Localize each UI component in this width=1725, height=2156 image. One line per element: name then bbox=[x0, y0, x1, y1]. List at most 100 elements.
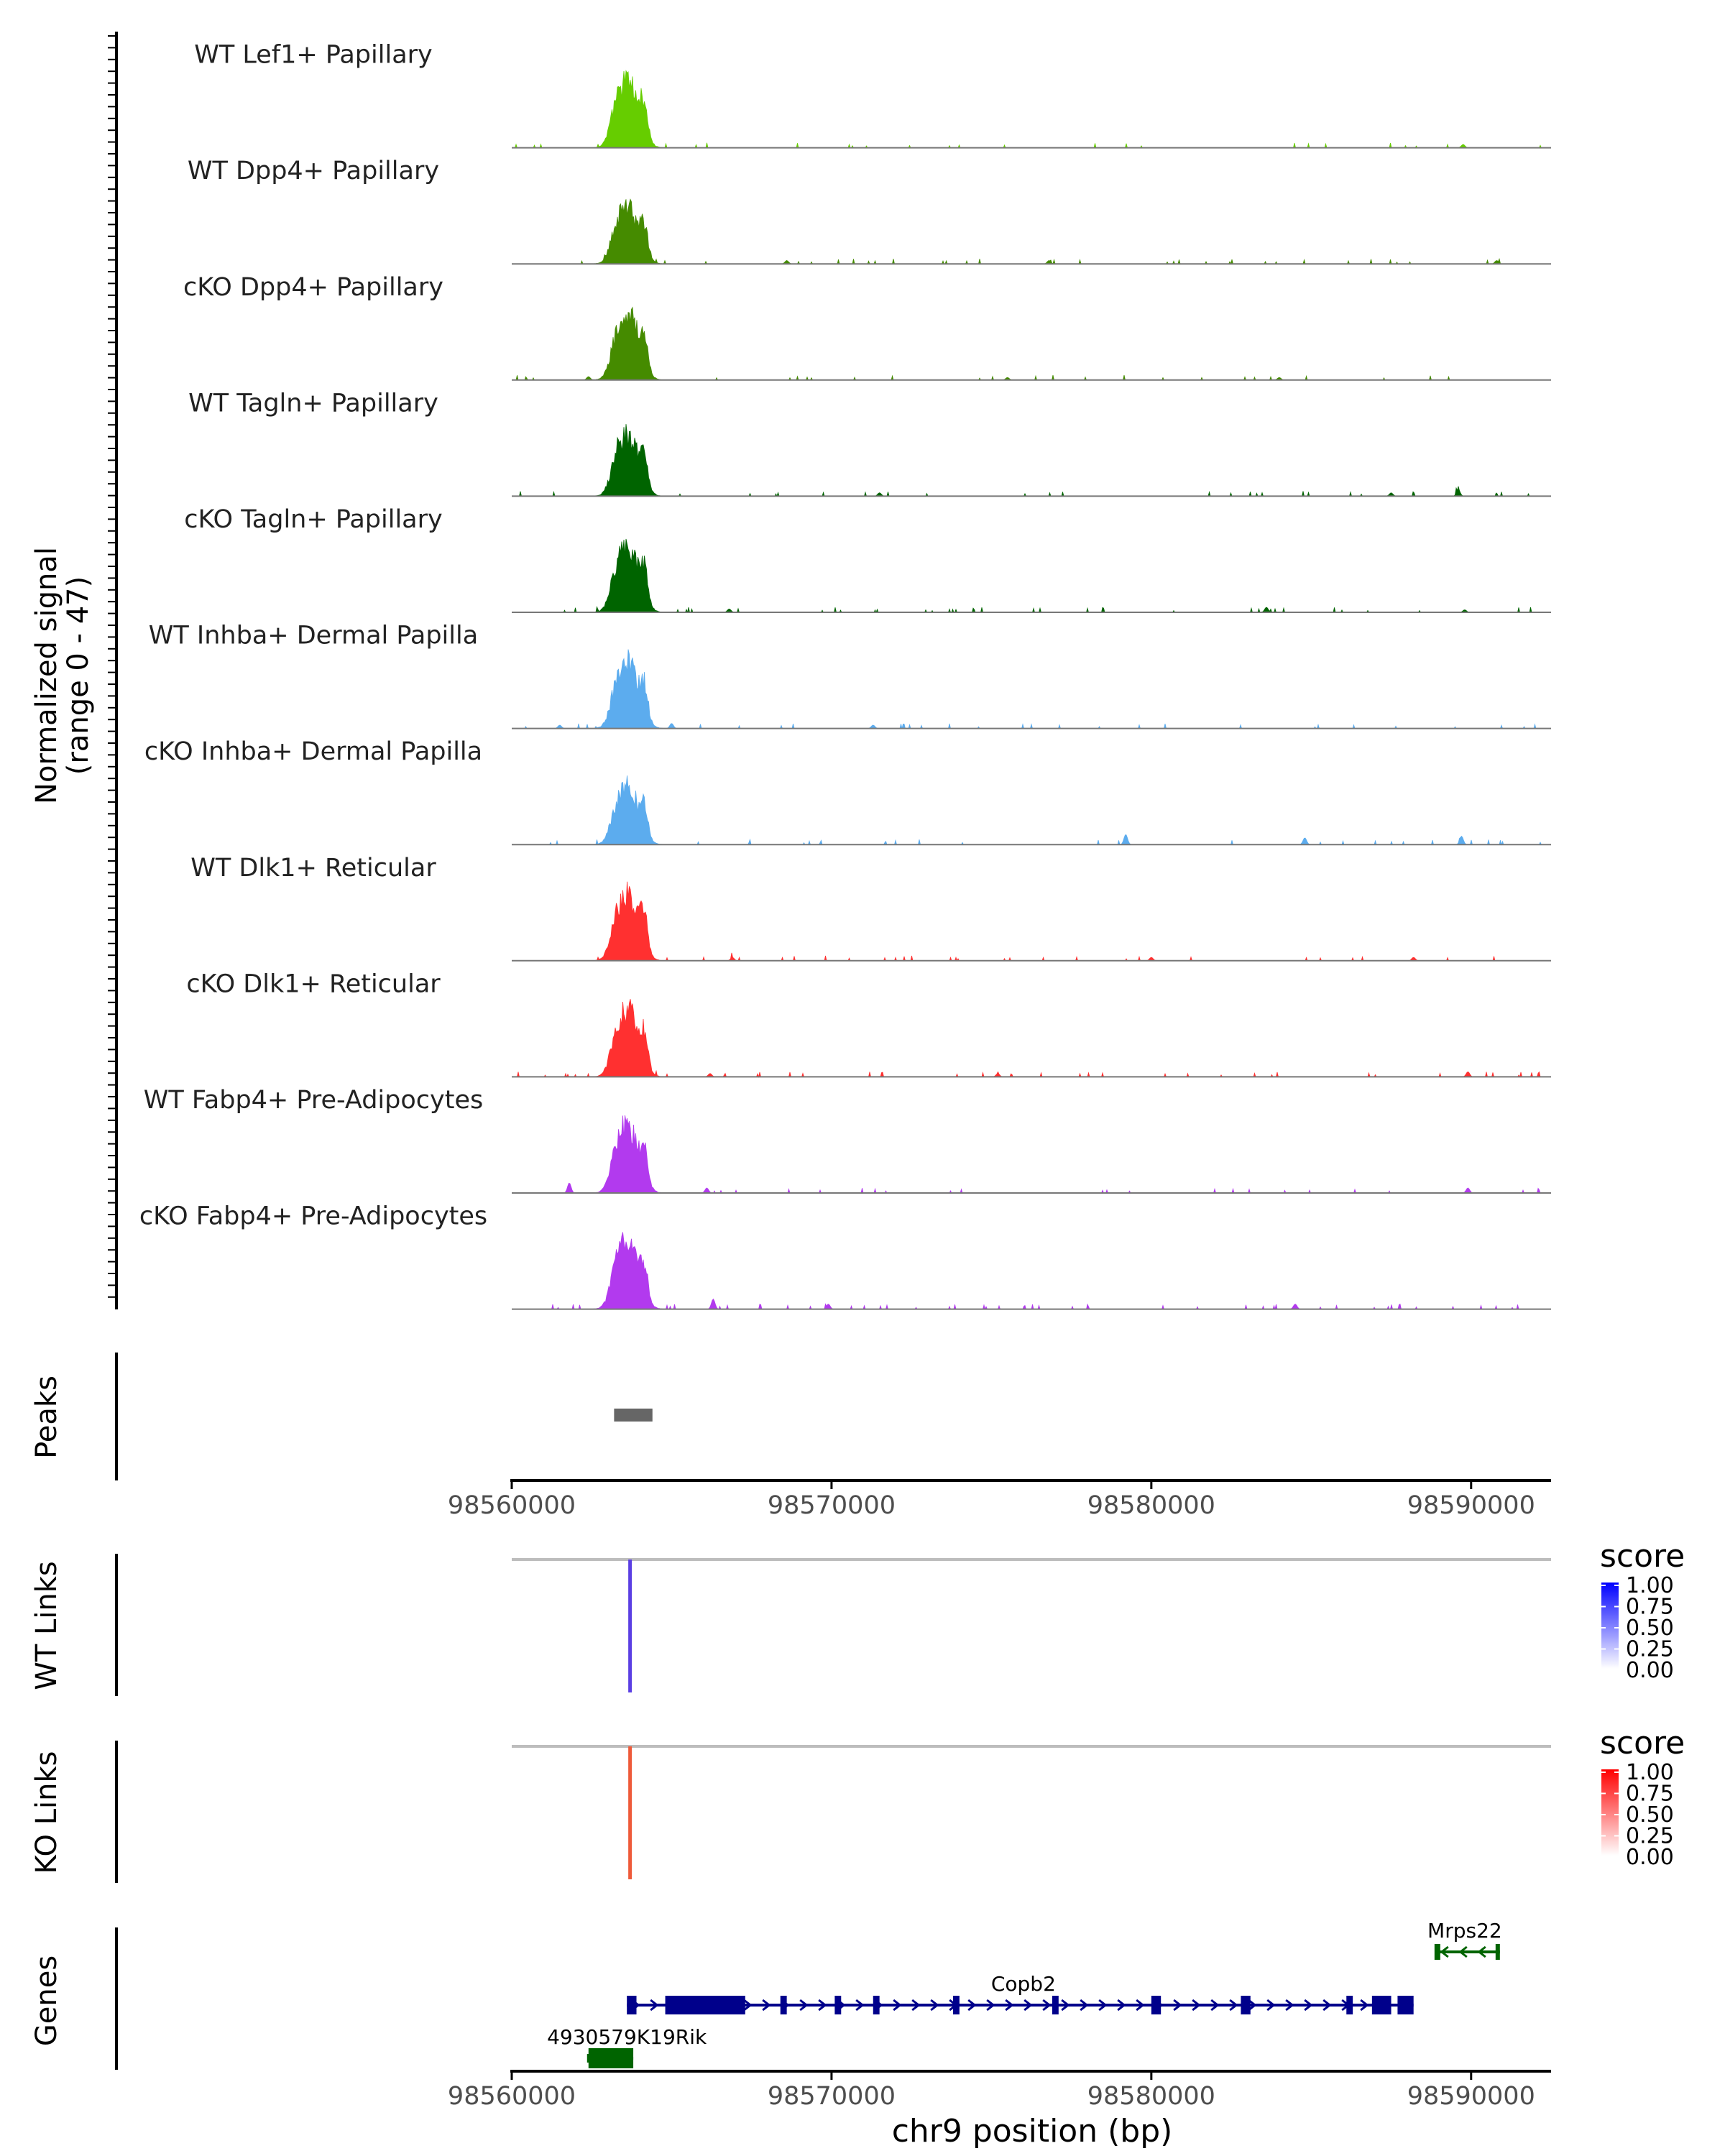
track-label: WT Fabp4+ Pre-Adipocytes bbox=[144, 1086, 483, 1115]
gene-exon bbox=[1495, 1944, 1500, 1960]
gene-model: 4930579K19Rik bbox=[547, 2025, 707, 2068]
strand-arrow bbox=[930, 1999, 939, 2012]
coverage-area bbox=[512, 881, 1551, 962]
coverage-area bbox=[512, 198, 1551, 265]
strand-arrow bbox=[1136, 1999, 1145, 2012]
legend-tick-label: 0.75 bbox=[1626, 1782, 1674, 1807]
peaks-track-label: Peaks bbox=[30, 1376, 63, 1459]
strand-arrow bbox=[1322, 1999, 1332, 2012]
strand-arrow bbox=[986, 1999, 995, 2012]
legend-tick-label: 1.00 bbox=[1626, 1760, 1674, 1785]
legend-tick-label: 0.25 bbox=[1626, 1824, 1674, 1849]
strand-arrow bbox=[967, 1999, 977, 2012]
strand-arrow bbox=[1061, 1999, 1070, 2012]
strand-arrow bbox=[1173, 1999, 1182, 2012]
gene-exon bbox=[952, 1996, 960, 2014]
coverage-area bbox=[512, 999, 1551, 1078]
track-label: cKO Tagln+ Papillary bbox=[184, 505, 443, 534]
gene-exon bbox=[627, 1996, 637, 2014]
coverage-area bbox=[512, 1232, 1551, 1311]
x-tick-label: 98570000 bbox=[768, 2082, 896, 2111]
strand-arrow bbox=[1229, 1999, 1238, 2012]
strand-arrow bbox=[650, 1999, 659, 2012]
strand-arrow bbox=[1210, 1999, 1220, 2012]
track-label: WT Dpp4+ Papillary bbox=[188, 157, 439, 185]
strand-arrow bbox=[1192, 1999, 1201, 2012]
x-tick-label: 98590000 bbox=[1407, 2082, 1535, 2111]
legend-tick-label: 0.50 bbox=[1626, 1616, 1674, 1641]
legend-tick-label: 1.00 bbox=[1626, 1573, 1674, 1598]
gene-exon bbox=[1151, 1996, 1162, 2014]
gene-name-label: Mrps22 bbox=[1427, 1919, 1502, 1943]
strand-arrow bbox=[799, 1999, 809, 2012]
coverage-area bbox=[512, 306, 1551, 381]
x-tick-label: 98580000 bbox=[1087, 2082, 1215, 2111]
track-label: cKO Dpp4+ Papillary bbox=[183, 273, 443, 302]
peak-region bbox=[614, 1409, 653, 1422]
strand-arrow bbox=[1117, 1999, 1126, 2012]
track-label: WT Dlk1+ Reticular bbox=[190, 854, 436, 883]
legend-colorbar bbox=[1601, 1583, 1619, 1669]
legend-tick-label: 0.00 bbox=[1626, 1658, 1674, 1683]
gene-model: Mrps22 bbox=[1427, 1919, 1502, 1960]
coverage-track: WT Lef1+ Papillary bbox=[194, 41, 1551, 149]
y-axis-title-line1: Normalized signal bbox=[30, 547, 63, 804]
legend-tick-label: 0.75 bbox=[1626, 1595, 1674, 1620]
strand-arrow bbox=[1285, 1999, 1294, 2012]
gene-exon bbox=[1434, 1944, 1440, 1960]
x-tick-label: 98590000 bbox=[1407, 1491, 1535, 1520]
coverage-area bbox=[512, 1115, 1551, 1194]
coverage-track: cKO Dpp4+ Papillary bbox=[183, 273, 1551, 381]
genes-track-label: Genes bbox=[30, 1955, 63, 2046]
legend-tick-label: 0.00 bbox=[1626, 1845, 1674, 1870]
gene-model: Copb2 bbox=[627, 1972, 1414, 2014]
strand-arrow bbox=[762, 1999, 771, 2012]
track-label: WT Inhba+ Dermal Papilla bbox=[149, 622, 478, 650]
strand-arrow bbox=[743, 1999, 753, 2012]
ko-links-track-label: KO Links bbox=[30, 1751, 63, 1874]
legend-title: score bbox=[1600, 1538, 1685, 1575]
coverage-y-ticks bbox=[108, 35, 116, 1298]
legend-title: score bbox=[1600, 1725, 1685, 1761]
link-score-legends: score1.000.750.500.250.00score1.000.750.… bbox=[1600, 1538, 1685, 1870]
track-label: cKO Inhba+ Dermal Papilla bbox=[144, 737, 482, 766]
gene-exon bbox=[780, 1996, 787, 2014]
strand-arrow bbox=[1360, 1999, 1369, 2012]
gene-exon bbox=[1052, 1996, 1059, 2014]
gene-exon bbox=[586, 2054, 593, 2063]
gene-name-label: Copb2 bbox=[991, 1972, 1056, 1996]
wt-links-track-label: WT Links bbox=[30, 1561, 63, 1690]
gene-exon bbox=[834, 1996, 842, 2014]
x-tick-label: 98560000 bbox=[448, 2082, 576, 2111]
gene-exon bbox=[588, 2048, 634, 2068]
coverage-track: WT Dpp4+ Papillary bbox=[188, 157, 1551, 265]
strand-arrow bbox=[818, 1999, 827, 2012]
peaks-track bbox=[614, 1409, 653, 1422]
strand-arrow bbox=[1098, 1999, 1108, 2012]
coverage-area bbox=[512, 538, 1551, 614]
x-axis-upper: 98560000 98570000 98580000 98590000 bbox=[448, 1479, 1551, 1520]
gene-exon bbox=[665, 1996, 745, 2014]
strand-arrow bbox=[1042, 1999, 1052, 2012]
links-track bbox=[512, 1745, 1551, 1879]
coverage-track: WT Inhba+ Dermal Papilla bbox=[149, 622, 1551, 729]
gene-exon bbox=[1371, 1996, 1392, 2014]
strand-arrow bbox=[893, 1999, 902, 2012]
strand-arrow bbox=[911, 1999, 921, 2012]
coverage-track: WT Dlk1+ Reticular bbox=[190, 854, 1551, 962]
coverage-tracks: WT Lef1+ Papillary WT Dpp4+ Papillary cKO … bbox=[139, 41, 1551, 1311]
track-label: cKO Fabp4+ Pre-Adipocytes bbox=[139, 1202, 487, 1231]
gene-exon bbox=[873, 1996, 880, 2014]
coverage-area bbox=[512, 424, 1551, 497]
legend-tick-label: 0.25 bbox=[1626, 1637, 1674, 1662]
x-tick-label: 98560000 bbox=[448, 1491, 576, 1520]
coverage-track: WT Fabp4+ Pre-Adipocytes bbox=[144, 1086, 1551, 1194]
strand-arrow bbox=[1005, 1999, 1014, 2012]
x-tick-label: 98580000 bbox=[1087, 1491, 1215, 1520]
x-axis-title: chr9 position (bp) bbox=[892, 2113, 1173, 2150]
coverage-track: cKO Fabp4+ Pre-Adipocytes bbox=[139, 1202, 1551, 1311]
gene-exon bbox=[1241, 1996, 1251, 2014]
strand-arrow bbox=[855, 1999, 865, 2012]
